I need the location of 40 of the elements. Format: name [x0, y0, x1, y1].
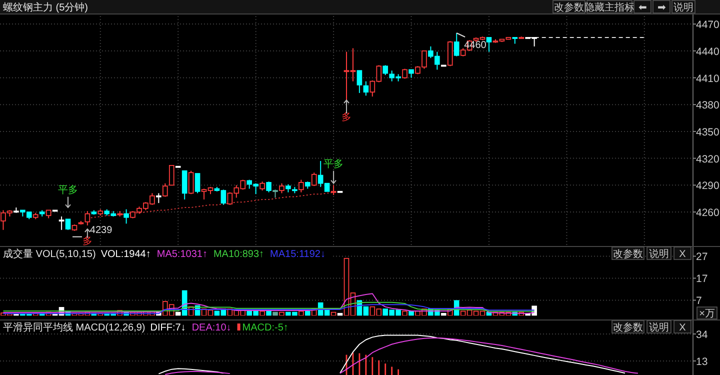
y-tick-label: 4440	[696, 46, 720, 58]
y-tick-label: 4260	[696, 206, 720, 219]
y-tick-label: 17	[696, 273, 708, 286]
annotation: 平多	[58, 184, 78, 196]
annotation: 说明	[649, 248, 669, 260]
annotation: 说明	[649, 322, 669, 334]
text: DIFF:7↓	[150, 322, 186, 334]
y-tick-label: 4380	[696, 100, 720, 112]
annotation: 多	[82, 235, 92, 248]
text: MA15:1192↓	[270, 249, 326, 260]
y-tick-label: 7	[696, 295, 702, 308]
chart-title: 螺纹钢主力 (5分钟)	[3, 2, 88, 14]
chart-title: 平滑异同平均线 MACD(12,26,9)	[3, 322, 146, 334]
annotation: X	[679, 249, 686, 260]
annotation: 平多	[324, 158, 344, 170]
annotation: X	[679, 322, 686, 334]
text: ⬅	[638, 2, 646, 14]
text: 隐藏主指标	[584, 2, 634, 14]
annotation: 改参数	[613, 248, 643, 260]
text: 改参数	[554, 2, 584, 14]
text: 说明	[674, 2, 694, 14]
text: DEA:10↓	[192, 322, 232, 334]
annotation: 多	[342, 110, 352, 123]
text: MA10:893↑	[213, 249, 264, 260]
legend-label: MACD:-5↑	[242, 322, 288, 334]
y-tick-label: 13	[696, 356, 708, 368]
y-tick-label: 34	[696, 328, 708, 341]
chart-title: 成交量 VOL(5,10,15)	[3, 248, 96, 260]
annotation: 改参数	[613, 322, 643, 334]
y-tick-label: 4470	[696, 19, 720, 32]
y-tick-label: 4320	[696, 153, 720, 166]
text: ➡	[658, 2, 666, 14]
annotation: 4239	[90, 224, 113, 236]
y-tick-label: 4410	[696, 72, 720, 85]
text: MA5:1031↑	[156, 249, 208, 260]
y-tick-label: 4290	[696, 180, 720, 192]
y-tick-label: 4350	[696, 126, 720, 138]
text: VOL:1944↑	[100, 249, 151, 260]
text: ×万	[699, 308, 715, 320]
y-tick-label: 27	[696, 251, 708, 264]
